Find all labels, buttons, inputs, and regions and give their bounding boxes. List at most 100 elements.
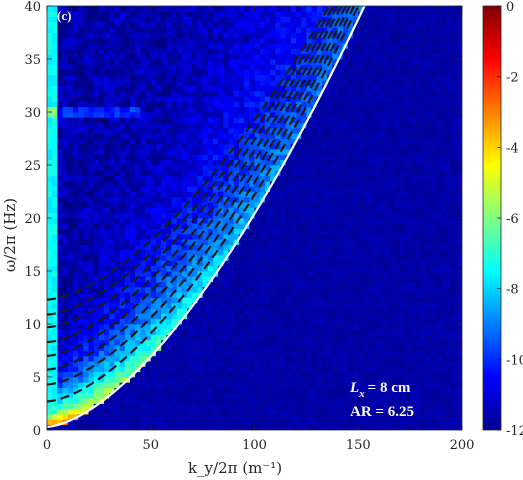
heatmap-cell: [306, 101, 312, 108]
heatmap-cell: [321, 149, 328, 155]
heatmap-cell: [358, 334, 364, 341]
heatmap-cell: [254, 382, 261, 388]
heatmap-cell: [347, 392, 354, 399]
heatmap-cell: [166, 101, 172, 108]
heatmap-cell: [332, 366, 338, 373]
heatmap-cell: [238, 424, 245, 430]
heatmap-cell: [306, 122, 312, 129]
heatmap-cell: [140, 408, 146, 415]
heatmap-cell: [124, 6, 131, 12]
heatmap-cell: [228, 191, 235, 198]
heatmap-cell: [155, 154, 162, 161]
heatmap-cell: [114, 32, 121, 39]
heatmap-cell: [47, 403, 53, 410]
heatmap-cell: [218, 32, 224, 39]
heatmap-cell: [93, 286, 100, 293]
heatmap-cell: [311, 260, 318, 267]
heatmap-cell: [171, 80, 178, 86]
heatmap-cell: [270, 85, 276, 92]
heatmap-cell: [270, 143, 276, 150]
heatmap-cell: [238, 329, 245, 335]
heatmap-cell: [202, 233, 209, 240]
heatmap-cell: [275, 255, 281, 261]
heatmap-cell: [264, 265, 271, 272]
heatmap-cell: [161, 297, 167, 304]
heatmap-cell: [233, 233, 240, 240]
heatmap-cell: [124, 154, 131, 161]
heatmap-cell: [213, 186, 219, 192]
heatmap-cell: [342, 297, 349, 304]
heatmap-cell: [166, 170, 172, 176]
heatmap-cell: [223, 101, 229, 108]
heatmap-cell: [301, 32, 307, 39]
heatmap-cell: [62, 127, 69, 134]
heatmap-cell: [244, 175, 250, 182]
heatmap-cell: [114, 21, 121, 28]
heatmap-cell: [104, 318, 110, 325]
heatmap-cell: [166, 392, 172, 399]
heatmap-cell: [114, 127, 121, 134]
heatmap-cell: [83, 6, 89, 12]
heatmap-cell: [166, 308, 172, 314]
heatmap-cell: [140, 69, 146, 76]
heatmap-cell: [363, 154, 370, 161]
heatmap-cell: [290, 308, 297, 314]
heatmap-cell: [98, 212, 105, 219]
heatmap-cell: [155, 175, 162, 182]
heatmap-cell: [249, 424, 255, 430]
heatmap-cell: [109, 53, 115, 60]
heatmap-cell: [52, 345, 58, 351]
heatmap-cell: [311, 276, 318, 282]
heatmap-cell: [202, 154, 209, 161]
heatmap-cell: [290, 414, 297, 420]
heatmap-cell: [347, 297, 354, 304]
heatmap-cell: [176, 80, 183, 86]
heatmap-cell: [83, 154, 89, 161]
heatmap-cell: [197, 361, 204, 367]
heatmap-cell: [238, 324, 245, 330]
heatmap-cell: [270, 170, 276, 176]
heatmap-cell: [223, 392, 229, 399]
heatmap-cell: [197, 382, 204, 388]
heatmap-cell: [321, 329, 328, 335]
heatmap-cell: [130, 64, 136, 70]
heatmap-cell: [306, 11, 312, 17]
heatmap-cell: [244, 32, 250, 39]
heatmap-cell: [47, 143, 53, 150]
heatmap-cell: [353, 186, 359, 192]
heatmap-cell: [119, 233, 126, 240]
heatmap-cell: [290, 11, 297, 17]
heatmap-cell: [83, 244, 89, 251]
heatmap-cell: [311, 223, 318, 229]
heatmap-cell: [363, 398, 370, 404]
heatmap-cell: [98, 27, 105, 33]
heatmap-cell: [155, 85, 162, 92]
heatmap-cell: [150, 191, 157, 198]
heatmap-cell: [264, 239, 271, 245]
heatmap-cell: [47, 191, 53, 198]
heatmap-cell: [280, 27, 287, 33]
heatmap-cell: [140, 74, 146, 81]
heatmap-cell: [166, 371, 172, 378]
heatmap-cell: [259, 334, 266, 341]
heatmap-cell: [259, 366, 266, 373]
heatmap-cell: [62, 159, 69, 166]
heatmap-cell: [192, 403, 198, 410]
heatmap-cell: [130, 112, 136, 118]
heatmap-cell: [337, 249, 344, 256]
heatmap-cell: [264, 334, 271, 341]
heatmap-cell: [342, 154, 349, 161]
heatmap-cell: [301, 392, 307, 399]
heatmap-cell: [145, 106, 152, 113]
heatmap-cell: [275, 408, 281, 415]
heatmap-cell: [98, 74, 105, 81]
heatmap-cell: [150, 324, 157, 330]
heatmap-cell: [140, 398, 146, 404]
heatmap-cell: [176, 53, 183, 60]
heatmap-cell: [145, 90, 152, 97]
heatmap-cell: [233, 202, 240, 208]
heatmap-cell: [83, 255, 89, 261]
heatmap-cell: [57, 414, 63, 420]
heatmap-cell: [140, 196, 146, 203]
